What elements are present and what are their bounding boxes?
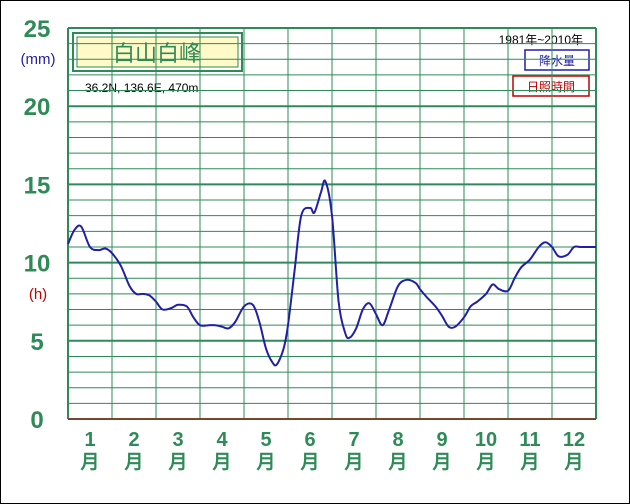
unit-h-label: (h) (29, 286, 47, 303)
month-number-label: 7 (348, 429, 359, 451)
month-number-label: 10 (475, 429, 497, 451)
month-kanji-label: 月 (299, 451, 319, 473)
y-tick-label: 20 (24, 94, 51, 121)
month-kanji-label: 月 (211, 451, 231, 473)
month-kanji-label: 月 (519, 451, 539, 473)
precip-series-line (67, 179, 596, 367)
legend-sunshine-label: 日照時間 (527, 80, 575, 94)
month-number-label: 3 (172, 429, 183, 451)
month-kanji-label: 月 (387, 451, 407, 473)
y-tick-label: 5 (30, 329, 43, 356)
period-label: 1981年~2010年 (499, 33, 583, 47)
month-kanji-label: 月 (123, 451, 143, 473)
month-number-label: 12 (563, 429, 585, 451)
title-box-outer (72, 32, 243, 72)
y-tick-label: 10 (24, 251, 51, 278)
y-tick-label: 0 (30, 407, 43, 434)
month-kanji-label: 月 (167, 451, 187, 473)
station-title: 白山白峰 (113, 42, 201, 67)
unit-mm-label: (mm) (21, 51, 56, 68)
month-number-label: 5 (260, 429, 271, 451)
month-number-label: 6 (304, 429, 315, 451)
legend-precip-label: 降水量 (539, 54, 575, 68)
month-kanji-label: 月 (343, 451, 363, 473)
month-kanji-label: 月 (79, 451, 99, 473)
month-kanji-label: 月 (431, 451, 451, 473)
month-number-label: 1 (84, 429, 95, 451)
month-kanji-label: 月 (475, 451, 495, 473)
station-coords: 36.2N, 136.6E, 470m (85, 81, 198, 95)
month-number-label: 8 (392, 429, 403, 451)
month-kanji-label: 月 (563, 451, 583, 473)
month-number-label: 4 (216, 429, 228, 451)
month-number-label: 2 (128, 429, 139, 451)
legend-precip-box (524, 49, 590, 71)
y-tick-label: 15 (24, 172, 51, 199)
month-number-label: 11 (519, 429, 540, 451)
month-number-label: 9 (436, 429, 447, 451)
month-kanji-label: 月 (255, 451, 275, 473)
y-tick-label: 25 (24, 16, 51, 43)
title-box-inner (76, 36, 239, 68)
